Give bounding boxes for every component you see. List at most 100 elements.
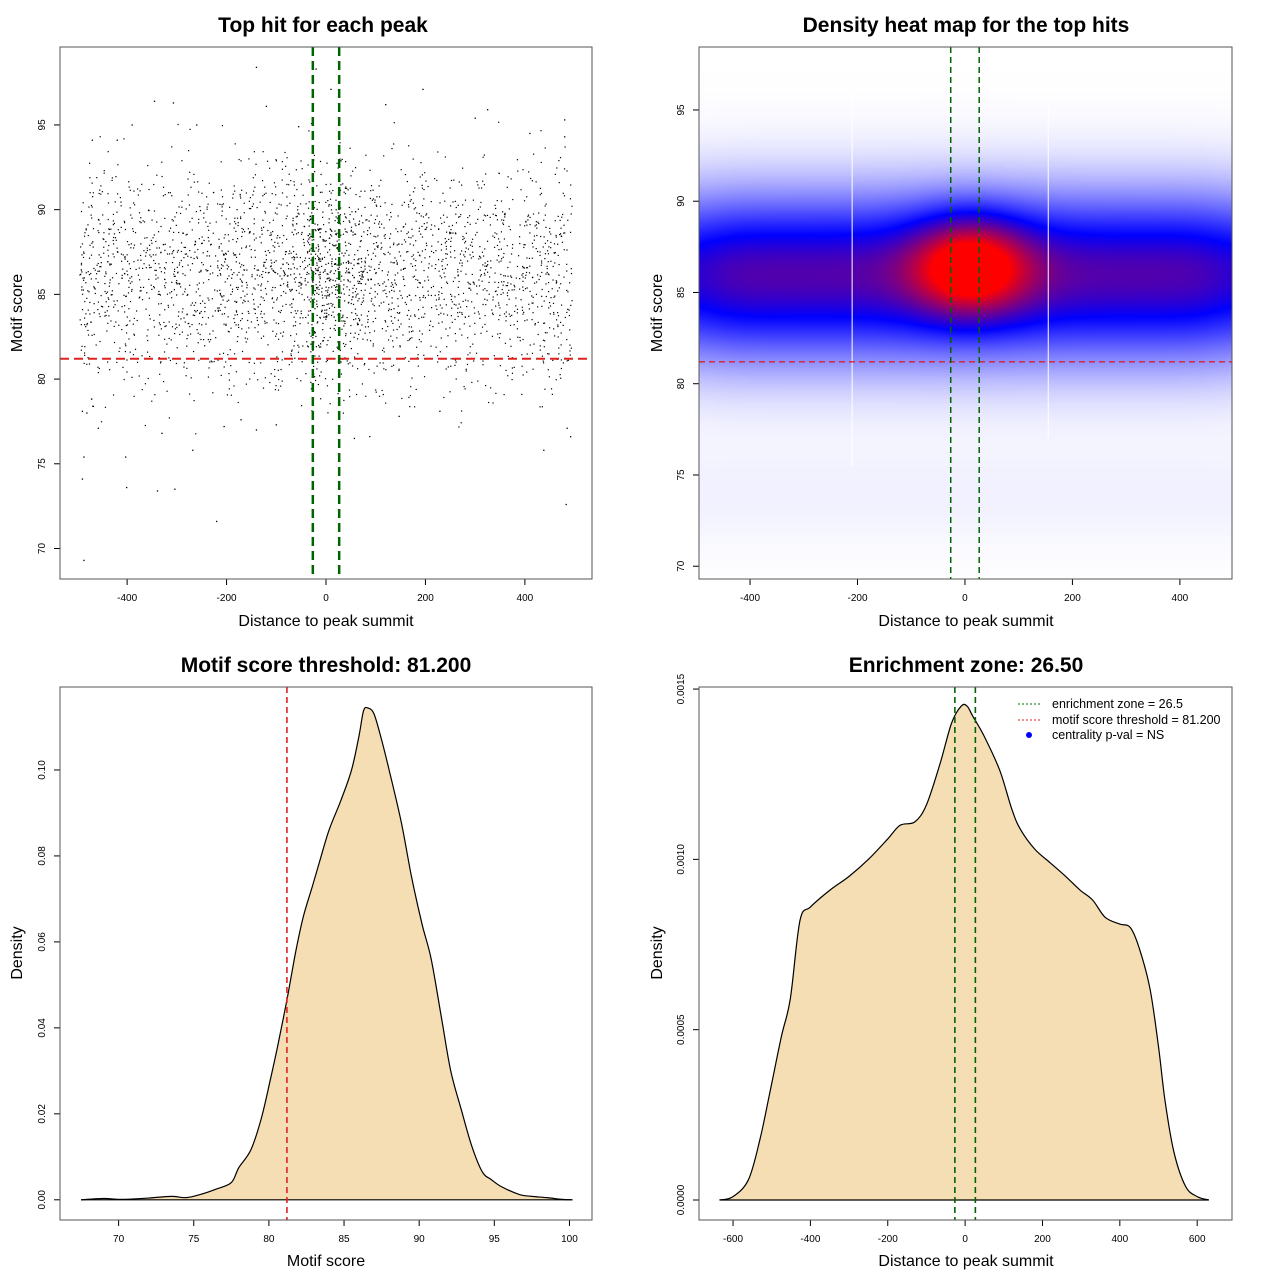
scatter-point [333,272,335,275]
scatter-point [547,369,549,371]
scatter-point [374,296,376,298]
scatter-point [113,300,115,302]
scatter-point [314,332,316,334]
scatter-point [297,351,300,353]
scatter-point [544,332,546,334]
scatter-point [235,324,237,326]
scatter-point [206,270,208,272]
scatter-point [272,230,274,233]
scatter-point [375,204,377,206]
scatter-point [420,261,423,263]
scatter-point [217,309,219,311]
scatter-point [224,261,226,263]
scatter-point [153,100,156,102]
scatter-point [266,322,268,324]
scatter-point [398,415,400,418]
scatter-point [394,257,396,259]
scatter-point [309,215,311,217]
scatter-point [385,369,387,371]
scatter-point [355,296,357,298]
scatter-point [445,248,448,250]
scatter-point [426,222,428,224]
scatter-point [133,244,136,246]
scatter-point [364,260,366,262]
scatter-point [467,300,469,302]
scatter-point [84,232,86,234]
scatter-point [487,260,489,262]
scatter-point [482,156,484,158]
scatter-point [107,193,109,195]
scatter-point [449,232,451,235]
scatter-point [504,214,506,216]
scatter-point [484,265,486,267]
scatter-point [380,179,382,181]
scatter-point [280,204,282,206]
scatter-point [361,273,363,275]
scatter-point [444,267,447,270]
scatter-point [155,240,157,243]
scatter-point [450,228,452,231]
scatter-point [373,330,376,332]
scatter-point [265,267,267,269]
scatter-point [79,319,81,321]
scatter-point [430,294,433,297]
scatter-point [228,379,231,381]
scatter-point [360,303,362,305]
scatter-point [168,417,170,419]
scatter-point [327,273,329,275]
scatter-point [396,244,398,246]
scatter-point [321,309,323,311]
scatter-point [564,316,566,319]
scatter-point [434,294,436,296]
scatter-point [454,257,456,259]
scatter-point [353,318,355,321]
scatter-point [454,359,457,361]
scatter-point [345,333,347,335]
scatter-point [474,117,476,119]
scatter-point [361,324,363,326]
scatter-point [480,187,483,189]
scatter-point [549,313,551,315]
scatter-point [264,322,266,324]
scatter-point [172,220,174,222]
scatter-point [144,255,147,257]
scatter-point [176,279,178,282]
scatter-point [300,284,302,286]
scatter-point [424,248,427,251]
scatter-point [450,293,452,296]
scatter-point [408,339,411,341]
scatter-point [471,245,473,247]
scatter-point [188,393,191,395]
scatter-point [340,160,342,162]
scatter-point [522,338,524,341]
scatter-point [391,147,393,150]
scatter-point [259,303,261,306]
scatter-point [286,238,288,240]
scatter-point [391,297,393,299]
scatter-point [337,347,339,350]
scatter-point [484,288,486,290]
scatter-point [370,185,373,187]
scatter-point [249,230,251,233]
scatter-point [362,338,364,340]
scatter-point [97,301,100,303]
scatter-point [438,322,440,324]
scatter-point [398,326,401,328]
scatter-point [248,207,251,210]
scatter-point [354,211,357,213]
scatter-point [382,290,384,292]
scatter-point [181,331,183,333]
scatter-point [320,265,323,268]
scatter-point [197,332,199,334]
scatter-point [273,301,275,303]
scatter-point [171,297,173,299]
scatter-point [347,280,349,282]
scatter-point [489,276,491,278]
scatter-point [347,268,350,270]
scatter-point [449,187,451,189]
scatter-point [550,297,552,299]
scatter-point [336,283,338,286]
scatter-point [110,228,112,230]
scatter-point [185,234,187,236]
scatter-point [412,244,415,246]
